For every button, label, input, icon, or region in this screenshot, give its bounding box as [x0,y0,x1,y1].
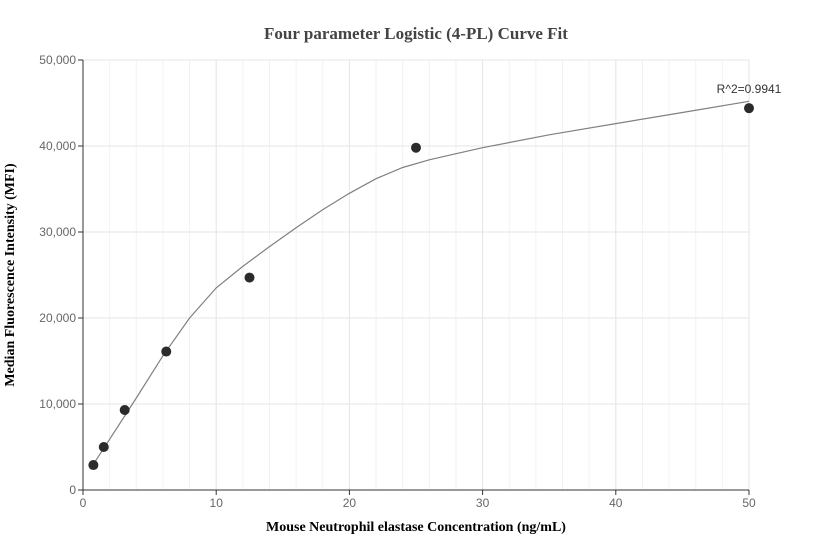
y-tick-label: 30,000 [39,225,76,239]
x-tick-label: 20 [343,496,357,510]
x-tick-label: 40 [609,496,623,510]
data-points-layer [88,103,754,471]
data-point [244,272,255,283]
x-tick-label: 30 [476,496,490,510]
y-tick-label: 50,000 [39,53,76,67]
y-tick-label: 10,000 [39,397,76,411]
data-point [88,460,99,471]
y-tick-label: 0 [69,483,76,497]
x-axis-label: Mouse Neutrophil elastase Concentration … [266,520,566,535]
data-point [744,103,754,114]
y-tick-label: 40,000 [39,139,76,153]
fit-curve-layer [92,100,750,465]
grid [82,59,750,491]
x-tick-label: 50 [742,496,756,510]
chart-title: Four parameter Logistic (4-PL) Curve Fit [264,24,568,43]
x-tick-label: 10 [210,496,224,510]
x-tick-label: 0 [80,496,87,510]
data-point [119,405,130,416]
y-tick-label: 20,000 [39,311,76,325]
y-axis-label: Median Fluorescence Intensity (MFI) [3,163,18,387]
fit-curve [92,100,750,465]
r-squared-annotation: R^2=0.9941 [717,82,782,96]
data-point [161,346,172,357]
data-point [411,142,421,153]
data-point [98,442,109,452]
axes: 0 10 20 30 40 50 0 10,000 20,000 30,000 40,000 50,0… [39,53,756,510]
